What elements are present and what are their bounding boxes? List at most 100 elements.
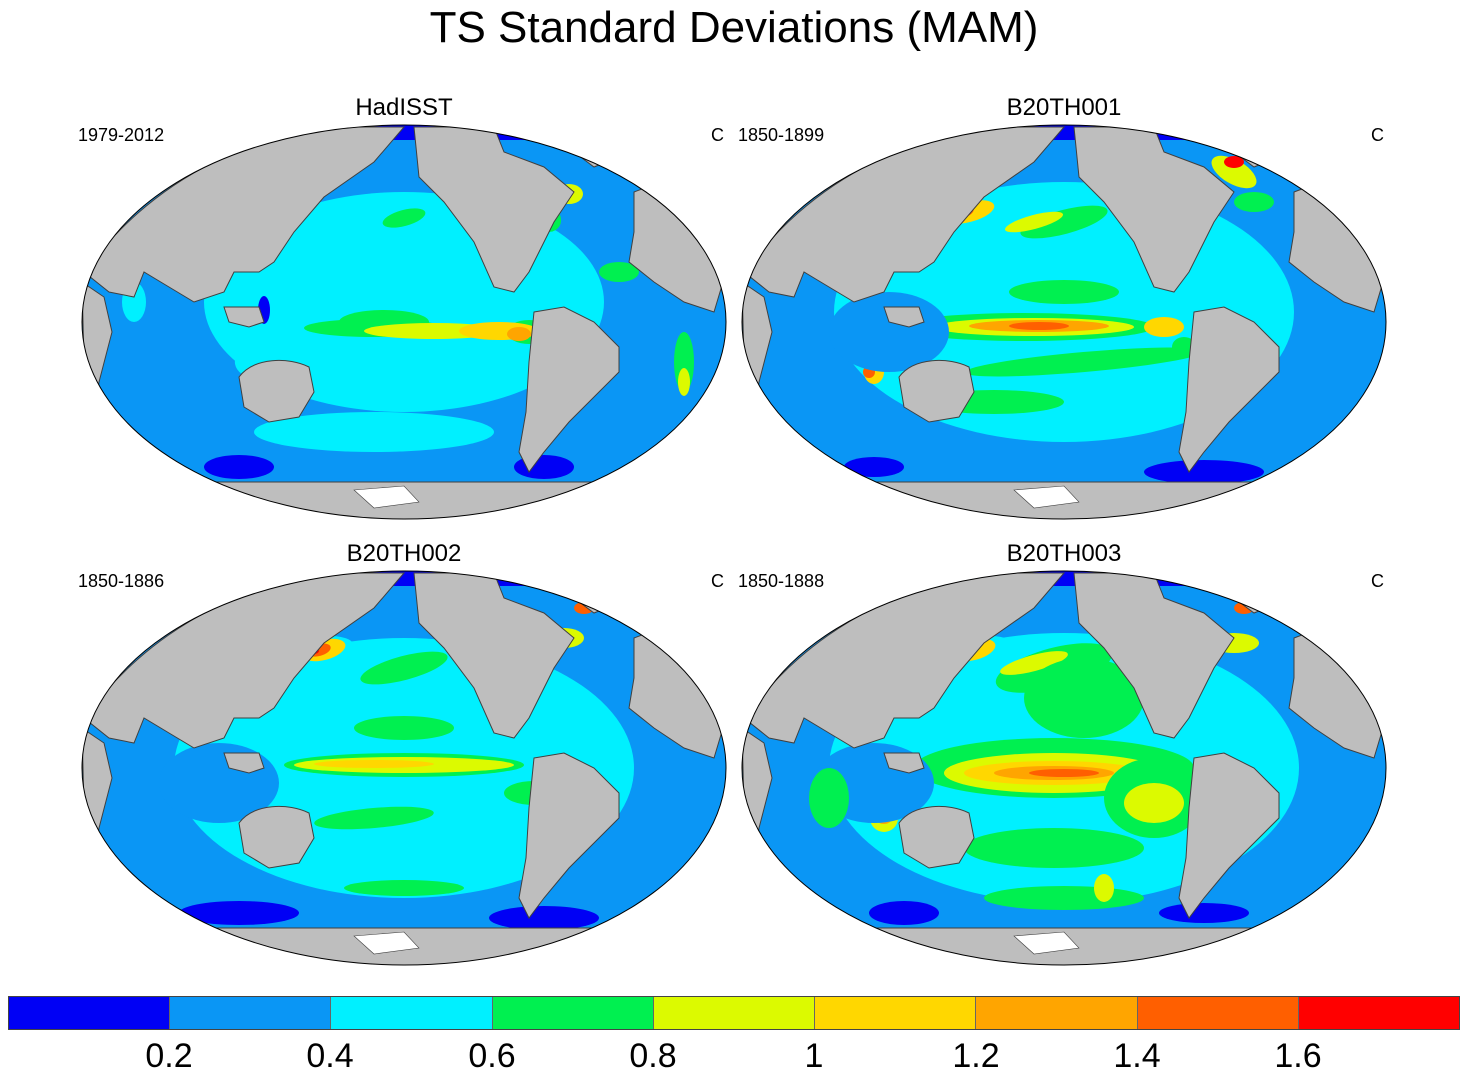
colorbar-segment: [492, 997, 654, 1029]
sst-anomaly-region: [360, 651, 448, 685]
sst-anomaly-region: [364, 347, 544, 397]
sst-anomaly-region: [994, 412, 1174, 432]
colorbar-segment: [976, 997, 1138, 1029]
colorbar-tick-label: 1: [804, 1037, 824, 1075]
south-america-land: [1178, 306, 1280, 473]
sst-anomaly-region: [984, 886, 1144, 910]
sst-anomaly-region: [507, 327, 531, 341]
colorbar-segment: [653, 997, 816, 1029]
panel-b20th002: B20TH002 1850-1886 C: [74, 540, 734, 970]
australia-land: [238, 359, 315, 423]
panel-b20th001: B20TH001 1850-1899 C: [734, 94, 1394, 524]
panel-title: B20TH002: [346, 540, 462, 567]
figure-title: TS Standard Deviations (MAM): [429, 3, 1039, 52]
sea-ice-region: [353, 931, 420, 955]
map-content: [82, 571, 726, 965]
sst-anomaly-region: [1144, 460, 1264, 484]
map-outline: [81, 124, 727, 520]
panel-title: B20TH003: [1006, 540, 1122, 567]
sst-anomaly-region: [179, 901, 299, 925]
sst-anomaly-region: [1124, 783, 1184, 823]
sst-anomaly-region: [254, 412, 494, 452]
colorbar-segment: [1298, 997, 1459, 1029]
sst-anomaly-region: [1020, 205, 1108, 239]
sst-anomaly-region: [1009, 280, 1119, 304]
map-content: [82, 125, 726, 519]
south-america-land: [1178, 752, 1280, 919]
colorbar-tick-label: 1.6: [1274, 1037, 1322, 1075]
map-outline: [741, 570, 1387, 966]
panel-units: C: [1371, 571, 1384, 591]
north-america-land: [413, 126, 575, 293]
panel-period: 1979-2012: [78, 125, 165, 145]
sst-anomaly-region: [314, 760, 434, 768]
colorbar-segment: [331, 997, 493, 1029]
sst-anomaly-region: [1009, 322, 1069, 330]
north-america-land: [413, 572, 575, 739]
panel-period: 1850-1886: [78, 571, 165, 591]
sst-anomaly-region: [344, 880, 464, 896]
sst-anomaly-region: [809, 768, 849, 828]
sst-anomaly-region: [964, 828, 1144, 868]
south-america-land: [518, 752, 620, 919]
colorbar-segment: [1137, 997, 1299, 1029]
colorbar-tick-label: 0.4: [306, 1037, 354, 1075]
sst-anomaly-region: [382, 208, 426, 228]
sst-anomaly-region: [869, 901, 939, 925]
sea-ice-region: [1013, 931, 1080, 955]
sst-anomaly-region: [678, 368, 690, 396]
colorbar-segment: [815, 997, 977, 1029]
sst-anomaly-region: [354, 716, 454, 740]
north-america-land: [1073, 126, 1235, 293]
sst-anomaly-region: [599, 262, 639, 282]
sst-anomaly-region: [489, 906, 599, 930]
colorbar-tick-label: 0.2: [145, 1037, 193, 1075]
sst-anomaly-region: [204, 455, 274, 479]
sst-anomaly-region: [314, 806, 434, 830]
maritime-continent-land: [883, 306, 925, 328]
south-america-land: [518, 306, 620, 473]
sst-anomaly-region: [1094, 874, 1114, 902]
sst-anomaly-region: [1159, 903, 1249, 923]
maritime-continent-land: [883, 752, 925, 774]
colorbar-tick-label: 0.6: [468, 1037, 516, 1075]
panel-title: HadISST: [355, 94, 453, 121]
sst-anomaly-region: [1234, 192, 1274, 212]
australia-land: [898, 359, 975, 423]
australia-land: [238, 805, 315, 869]
panel-units: C: [1371, 125, 1384, 145]
sst-anomaly-region: [1004, 211, 1064, 233]
map-content: [742, 125, 1386, 519]
maritime-continent-land: [223, 306, 265, 328]
world-map: [741, 570, 1387, 966]
panel-units: C: [711, 571, 724, 591]
panel-title: B20TH001: [1006, 94, 1122, 121]
australia-land: [898, 805, 975, 869]
panel-period: 1850-1888: [738, 571, 825, 591]
colorbar: [8, 996, 1460, 1030]
sst-anomaly-region: [844, 457, 904, 477]
sst-anomaly-region: [1024, 658, 1144, 738]
map-outline: [81, 570, 727, 966]
colorbar-segment: [9, 997, 171, 1029]
world-map: [81, 124, 727, 520]
colorbar-segment: [170, 997, 332, 1029]
sea-ice-region: [353, 485, 420, 509]
colorbar-tick-label: 1.2: [952, 1037, 1000, 1075]
world-map: [81, 570, 727, 966]
panel-units: C: [711, 125, 724, 145]
sst-anomaly-region: [964, 347, 1204, 377]
colorbar-tick-label: 0.8: [629, 1037, 677, 1075]
world-map: [741, 124, 1387, 520]
map-content: [742, 571, 1386, 965]
sst-anomaly-region: [1211, 155, 1257, 189]
panel-hadisst: HadISST 1979-2012 C: [74, 94, 734, 524]
colorbar-tick-label: 1.4: [1113, 1037, 1161, 1075]
sst-anomaly-region: [829, 292, 949, 372]
panel-b20th003: B20TH003 1850-1888 C: [734, 540, 1394, 970]
map-outline: [741, 124, 1387, 520]
sst-anomaly-region: [1224, 156, 1244, 168]
sst-anomaly-region: [1029, 769, 1099, 777]
panel-period: 1850-1899: [738, 125, 825, 145]
sst-anomaly-region: [1000, 651, 1068, 675]
